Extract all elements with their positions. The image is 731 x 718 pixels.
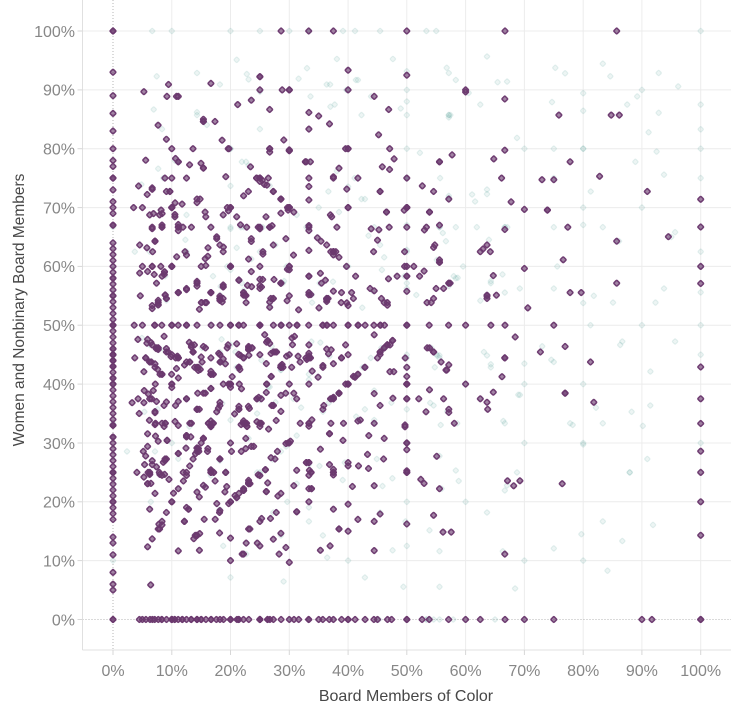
svg-text:40%: 40% [43, 377, 75, 394]
svg-text:100%: 100% [34, 24, 75, 41]
svg-text:50%: 50% [43, 318, 75, 335]
svg-text:60%: 60% [450, 663, 482, 680]
svg-text:30%: 30% [273, 663, 305, 680]
svg-text:90%: 90% [43, 83, 75, 100]
svg-text:Board Members of Color: Board Members of Color [319, 688, 494, 705]
svg-text:90%: 90% [626, 663, 658, 680]
svg-text:80%: 80% [567, 663, 599, 680]
svg-text:40%: 40% [332, 663, 364, 680]
svg-text:10%: 10% [156, 663, 188, 680]
svg-text:60%: 60% [43, 259, 75, 276]
svg-text:70%: 70% [43, 200, 75, 217]
svg-text:100%: 100% [680, 663, 721, 680]
svg-text:80%: 80% [43, 142, 75, 159]
svg-text:30%: 30% [43, 436, 75, 453]
svg-text:0%: 0% [52, 612, 75, 629]
svg-text:50%: 50% [391, 663, 423, 680]
svg-text:70%: 70% [508, 663, 540, 680]
svg-text:10%: 10% [43, 553, 75, 570]
svg-text:Women and Nonbinary Board Memb: Women and Nonbinary Board Members [11, 173, 28, 446]
svg-text:20%: 20% [43, 495, 75, 512]
svg-text:20%: 20% [214, 663, 246, 680]
svg-text:0%: 0% [101, 663, 124, 680]
